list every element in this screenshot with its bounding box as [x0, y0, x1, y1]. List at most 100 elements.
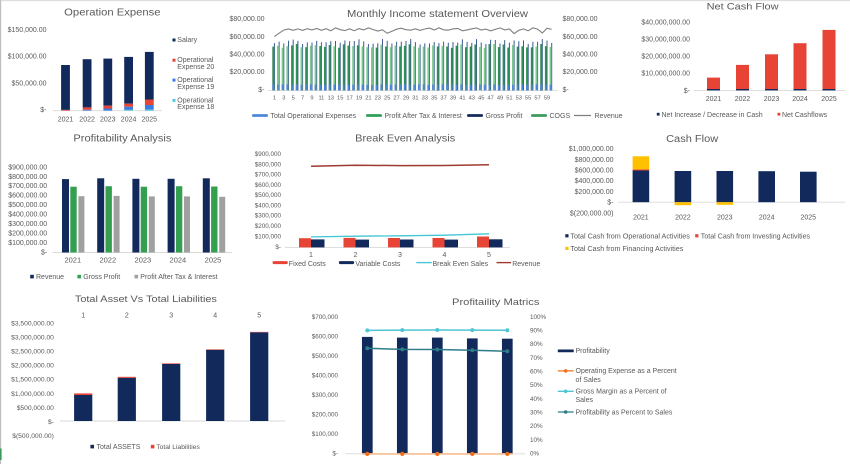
svg-text:0%: 0%	[530, 450, 540, 457]
svg-text:Gross Profit: Gross Profit	[486, 113, 523, 120]
svg-text:2022: 2022	[675, 214, 691, 221]
svg-text:7: 7	[301, 95, 304, 101]
svg-text:53: 53	[516, 95, 522, 101]
svg-text:2023: 2023	[764, 96, 780, 103]
svg-text:2021: 2021	[64, 256, 81, 265]
svg-text:$100,000.00: $100,000.00	[8, 54, 47, 61]
svg-text:Gross Margin as a Percent of: Gross Margin as a Percent of	[576, 389, 667, 396]
svg-text:2024: 2024	[759, 214, 775, 221]
svg-text:45: 45	[478, 95, 484, 101]
svg-text:Net Cash Flow: Net Cash Flow	[707, 0, 779, 11]
svg-text:$100,000: $100,000	[255, 233, 282, 240]
svg-text:Break Even Analysis: Break Even Analysis	[355, 134, 455, 145]
svg-text:59: 59	[544, 95, 550, 101]
svg-text:5: 5	[257, 312, 261, 319]
svg-text:$-: $-	[40, 107, 47, 114]
svg-text:1: 1	[309, 252, 313, 259]
svg-text:$-: $-	[563, 87, 570, 94]
svg-text:Total Cash from Financing Acti: Total Cash from Financing Activities	[570, 246, 683, 253]
svg-text:30%: 30%	[530, 410, 543, 417]
svg-text:$500,000: $500,000	[312, 353, 339, 360]
svg-text:4: 4	[443, 252, 447, 259]
svg-text:$50,000.00: $50,000.00	[11, 80, 46, 87]
svg-text:Sales: Sales	[576, 397, 594, 404]
svg-text:21: 21	[365, 95, 371, 101]
svg-text:27: 27	[393, 95, 399, 101]
svg-text:$900,000.00: $900,000.00	[8, 164, 47, 171]
svg-text:17: 17	[346, 95, 352, 101]
svg-text:$2,000,000.00: $2,000,000.00	[11, 363, 54, 370]
svg-text:40%: 40%	[530, 396, 543, 403]
svg-text:$600,000.00: $600,000.00	[8, 193, 47, 200]
svg-text:$300,000: $300,000	[312, 392, 339, 399]
svg-text:70%: 70%	[530, 355, 543, 362]
svg-text:19: 19	[356, 95, 362, 101]
svg-text:$3,500,000.00: $3,500,000.00	[11, 320, 54, 327]
svg-text:$400,000: $400,000	[312, 372, 339, 379]
svg-text:29: 29	[403, 95, 409, 101]
svg-text:$600,000: $600,000	[255, 182, 282, 189]
svg-text:$-: $-	[275, 244, 281, 251]
svg-text:$40,000.00: $40,000.00	[563, 52, 598, 59]
svg-text:$800,000.00: $800,000.00	[8, 174, 47, 181]
svg-text:$800,000: $800,000	[255, 161, 282, 168]
svg-text:$-: $-	[607, 200, 614, 207]
svg-text:39: 39	[450, 95, 456, 101]
svg-text:$500,000.00: $500,000.00	[8, 202, 47, 209]
svg-text:50%: 50%	[530, 382, 543, 389]
svg-text:2023: 2023	[100, 116, 116, 123]
svg-text:1: 1	[273, 95, 276, 101]
svg-text:Total Operational Expenses: Total Operational Expenses	[271, 113, 357, 120]
svg-text:2022: 2022	[735, 96, 751, 103]
svg-text:Profit After Tax & Interest: Profit After Tax & Interest	[140, 274, 217, 281]
svg-text:$(200,000.00): $(200,000.00)	[570, 210, 614, 217]
svg-text:Monthly Income statement Overv: Monthly Income statement Overview	[347, 9, 529, 20]
svg-text:$80,000.00: $80,000.00	[563, 16, 598, 23]
svg-text:Revenue: Revenue	[512, 261, 540, 268]
svg-text:$1,000,000.00: $1,000,000.00	[11, 391, 54, 398]
svg-text:Total Cash from Operational Ac: Total Cash from Operational Activities	[570, 233, 690, 240]
svg-text:100%: 100%	[530, 314, 547, 321]
svg-text:Operational: Operational	[177, 57, 214, 64]
svg-text:COGS: COGS	[550, 113, 571, 120]
svg-text:Total Liabilities: Total Liabilities	[156, 444, 200, 451]
svg-text:Salary: Salary	[177, 37, 197, 44]
svg-text:$500,000: $500,000	[255, 192, 282, 199]
svg-text:Operation Expense: Operation Expense	[64, 7, 161, 18]
svg-text:$1,000,000.00: $1,000,000.00	[569, 146, 614, 153]
svg-text:2021: 2021	[706, 96, 722, 103]
svg-text:2021: 2021	[633, 214, 649, 221]
svg-text:2021: 2021	[58, 116, 74, 123]
svg-text:Break Even Sales: Break Even Sales	[433, 261, 489, 268]
svg-text:2: 2	[354, 252, 358, 259]
svg-text:43: 43	[469, 95, 475, 101]
svg-text:$400,000.00: $400,000.00	[8, 212, 47, 219]
svg-text:11: 11	[318, 95, 324, 101]
svg-text:$80,000.00: $80,000.00	[229, 16, 264, 23]
svg-text:$500,000.00: $500,000.00	[17, 405, 54, 412]
svg-text:$(500,000.00): $(500,000.00)	[12, 433, 54, 440]
svg-text:20%: 20%	[530, 423, 543, 430]
svg-text:$600,000: $600,000	[312, 333, 339, 340]
svg-text:2025: 2025	[142, 116, 158, 123]
svg-text:$20,000.00: $20,000.00	[563, 69, 598, 76]
svg-text:51: 51	[506, 95, 512, 101]
svg-text:Expense 18: Expense 18	[177, 104, 214, 111]
svg-text:13: 13	[328, 95, 334, 101]
svg-text:35: 35	[431, 95, 437, 101]
svg-text:$-: $-	[48, 419, 54, 426]
svg-text:3: 3	[398, 252, 402, 259]
svg-text:2023: 2023	[717, 214, 733, 221]
svg-text:2: 2	[125, 312, 129, 319]
svg-text:5: 5	[487, 252, 491, 259]
svg-text:1: 1	[81, 312, 85, 319]
svg-text:$-: $-	[332, 450, 338, 457]
svg-text:5: 5	[292, 95, 295, 101]
svg-text:$300,000.00: $300,000.00	[8, 221, 47, 228]
svg-text:$150,000.00: $150,000.00	[8, 27, 47, 34]
svg-text:2022: 2022	[99, 256, 116, 265]
svg-text:Operational: Operational	[177, 97, 214, 104]
svg-text:10%: 10%	[530, 437, 543, 444]
svg-text:$-: $-	[41, 250, 48, 257]
svg-text:Expense 20: Expense 20	[177, 64, 214, 71]
